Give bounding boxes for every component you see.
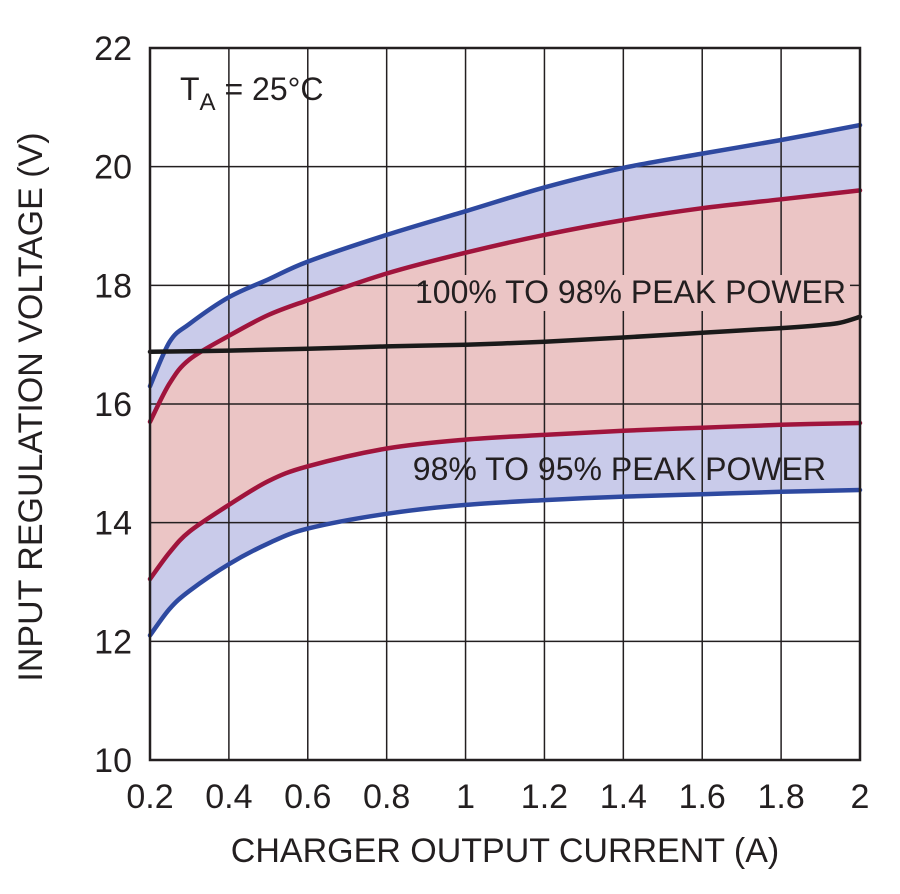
x-tick-label: 1.4 xyxy=(600,778,647,816)
x-tick-label: 1.6 xyxy=(679,778,726,816)
band-inner-label-background xyxy=(428,275,850,311)
y-tick-label: 20 xyxy=(94,149,132,187)
x-tick-label: 1.2 xyxy=(521,778,568,816)
x-tick-label: 0.4 xyxy=(205,778,252,816)
temperature-rest: = 25°C xyxy=(216,71,324,107)
x-tick-label: 1.8 xyxy=(757,778,804,816)
temperature-main: T xyxy=(180,71,200,107)
plot-frame xyxy=(148,46,862,762)
temperature-subscript: A xyxy=(200,89,216,116)
y-tick-label: 14 xyxy=(94,505,132,543)
series-line-upper-95 xyxy=(147,122,863,389)
y-tick-label: 10 xyxy=(94,742,132,780)
series-lines xyxy=(147,122,863,638)
y-tick-label: 18 xyxy=(94,267,132,305)
temperature-annotation: TA = 25°C xyxy=(180,71,324,116)
x-tick-label: 1 xyxy=(456,778,475,816)
y-tick-label: 22 xyxy=(94,30,132,68)
series-line-lower-95 xyxy=(147,487,863,638)
series-line-lower-98 xyxy=(147,420,863,582)
y-tick-label: 16 xyxy=(94,386,132,424)
band-outer-label: 98% TO 95% PEAK POWER xyxy=(413,451,826,487)
x-tick-label: 0.8 xyxy=(363,778,410,816)
series-line-upper-98 xyxy=(147,188,863,425)
y-tick-labels: 10 12 14 16 18 20 22 xyxy=(94,30,132,780)
y-axis-label: INPUT REGULATION VOLTAGE (V) xyxy=(12,132,50,681)
x-tick-label: 0.6 xyxy=(284,778,331,816)
band-inner-label: 100% TO 98% PEAK POWER xyxy=(415,274,846,310)
x-tick-labels: 0.2 0.4 0.6 0.8 1 1.2 1.4 1.6 1.8 2 xyxy=(126,778,869,816)
x-axis-label: CHARGER OUTPUT CURRENT (A) xyxy=(231,832,779,870)
x-tick-label: 0.2 xyxy=(126,778,173,816)
series-line-peak xyxy=(147,314,863,355)
y-tick-label: 12 xyxy=(94,623,132,661)
x-tick-label: 2 xyxy=(851,778,870,816)
